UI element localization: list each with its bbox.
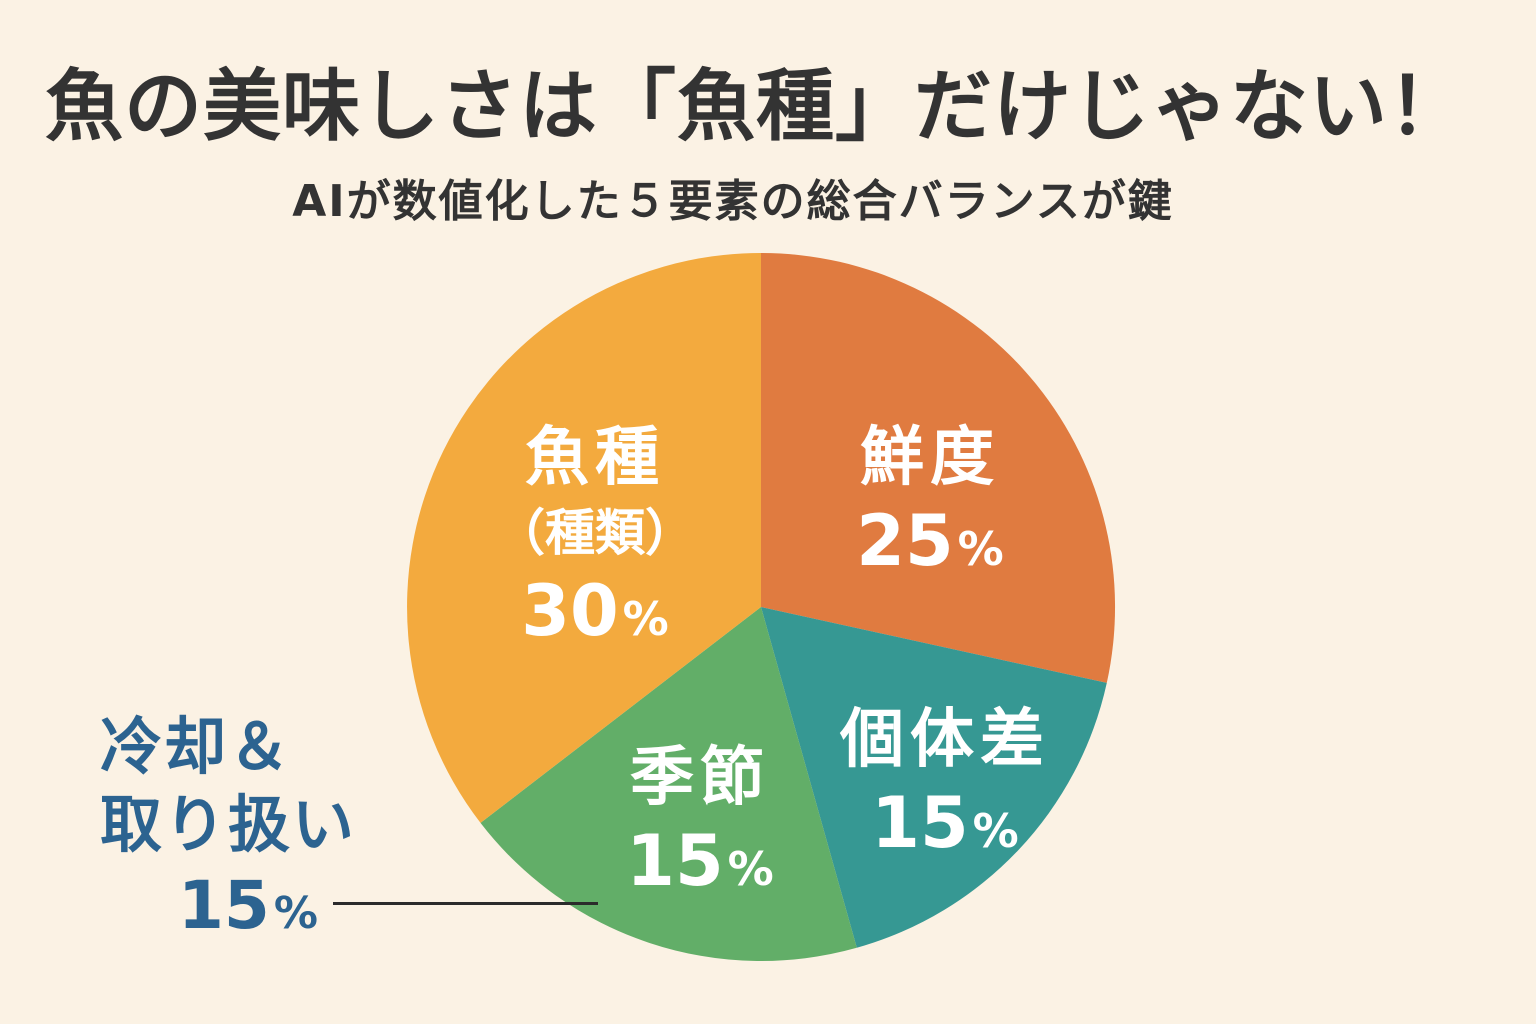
slice-species	[407, 253, 761, 823]
callout-cooling-handling: 冷却＆ 取り扱い 15%	[100, 708, 356, 956]
label-percent: 30%	[521, 570, 669, 652]
callout-percent: 15%	[178, 867, 318, 944]
chart-title: 魚の美味しさは「魚種」だけじゃない！	[44, 62, 1467, 152]
label-name: 個体差	[840, 703, 1050, 777]
callout-leader-line	[333, 902, 598, 905]
callout-line1: 冷却＆	[100, 710, 293, 783]
label-percent: 15%	[871, 782, 1019, 864]
label-name: 鮮度	[860, 421, 1000, 495]
slice-freshness	[761, 253, 1116, 683]
label-subname: （種類）	[495, 504, 695, 562]
label-name: 魚種	[525, 421, 665, 495]
label-freshness: 鮮度 25%	[830, 418, 1030, 592]
label-percent: 15%	[626, 820, 774, 902]
chart-subtitle: AIが数値化した５要素の総合バランスが鍵	[292, 176, 1174, 227]
label-individual: 個体差 15%	[830, 700, 1060, 874]
callout-line2: 取り扱い	[100, 788, 357, 861]
label-season: 季節 15%	[600, 738, 800, 912]
label-percent: 25%	[856, 500, 1004, 582]
label-species: 魚種 （種類） 30%	[490, 418, 700, 662]
slice-season	[480, 607, 857, 961]
slice-individual	[761, 607, 1107, 948]
label-name: 季節	[630, 741, 770, 815]
